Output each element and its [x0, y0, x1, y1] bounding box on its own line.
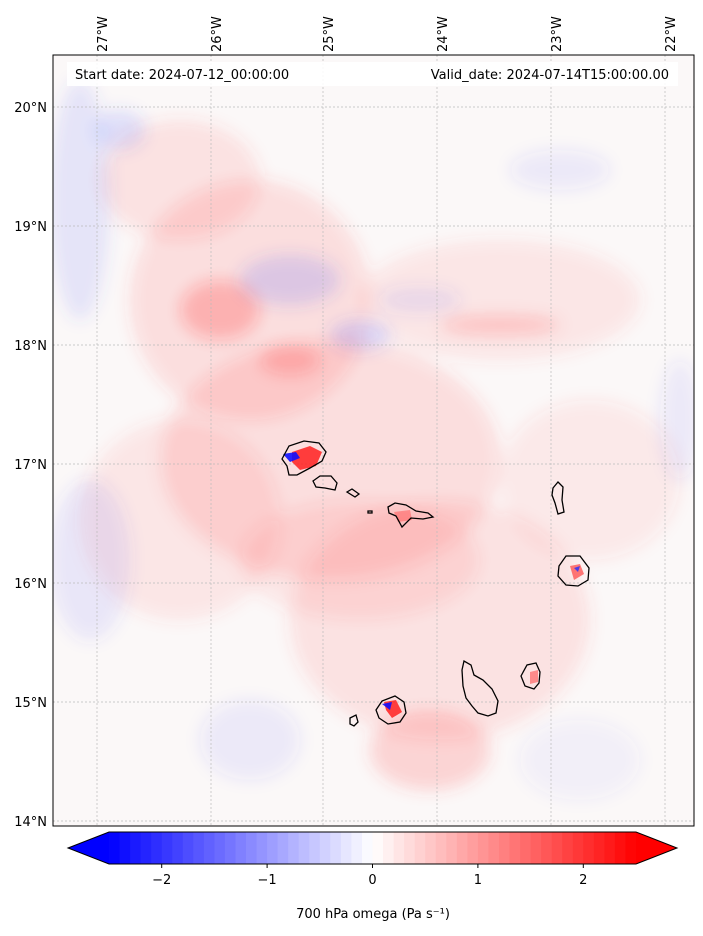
colorbar-cell: [435, 832, 447, 864]
colorbar-cell: [425, 832, 437, 864]
colorbar-cell: [203, 832, 215, 864]
colorbar-cell: [151, 832, 163, 864]
island-ilheu: [367, 510, 373, 514]
lat-label: 14°N: [14, 815, 47, 830]
colorbar-outline: [66, 831, 679, 865]
map-panel: Start date: 2024-07-12_00:00:00 Valid_da…: [53, 55, 694, 826]
island-santiago: [461, 659, 499, 717]
graticule: [53, 55, 694, 826]
lon-label: 25°W: [322, 16, 337, 52]
lat-label: 18°N: [14, 339, 47, 354]
colorbar-cell: [551, 832, 563, 864]
colorbar-cell: [351, 832, 363, 864]
lon-label: 22°W: [664, 16, 679, 52]
colorbar-cell: [383, 832, 395, 864]
colorbar-cell: [520, 832, 532, 864]
colorbar-cell: [562, 832, 574, 864]
colorbar-cell: [372, 832, 384, 864]
colorbar-cell: [309, 832, 321, 864]
colorbar-cell: [161, 832, 173, 864]
colorbar-tick-label: 1: [474, 873, 482, 888]
colorbar-cell: [246, 832, 258, 864]
colorbar-extend-min: [68, 832, 109, 864]
colorbar-extend-max: [636, 832, 677, 864]
colorbar-cell: [530, 832, 542, 864]
island-santo-antao: [281, 440, 327, 476]
coastlines: [281, 440, 590, 727]
lat-label: 16°N: [14, 577, 47, 592]
island-sao-nicolau: [387, 502, 435, 529]
colorbar-cells: [109, 832, 637, 864]
colorbar-tick-label: 2: [579, 873, 587, 888]
colorbar-cell: [130, 832, 142, 864]
colorbar-cell: [277, 832, 289, 864]
colorbar-cell: [488, 832, 500, 864]
colorbar-label: 700 hPa omega (Pa s⁻¹): [296, 907, 450, 922]
colorbar-cell: [119, 832, 131, 864]
colorbar-cell: [467, 832, 479, 864]
island-santa-luzia: [345, 488, 361, 498]
start-date-label: Start date: 2024-07-12_00:00:00: [75, 68, 289, 83]
colorbar-cell: [256, 832, 268, 864]
omega-field-positive: [80, 120, 680, 790]
island-boa-vista: [557, 555, 590, 587]
colorbar-cell: [340, 832, 353, 864]
lon-axis: 27°W 26°W 25°W 24°W 23°W 22°W: [96, 16, 679, 52]
colorbar-cell: [572, 832, 584, 864]
colorbar-cell: [172, 832, 184, 864]
island-maio: [520, 662, 541, 690]
colorbar-cell: [224, 832, 237, 864]
island-fogo: [375, 695, 407, 725]
lat-axis: 20°N 19°N 18°N 17°N 16°N 15°N 14°N: [14, 101, 47, 830]
colorbar-cell: [361, 832, 374, 864]
header-box: [67, 62, 678, 86]
colorbar-cell: [298, 832, 310, 864]
colorbar-cell: [614, 832, 627, 864]
colorbar-cell: [541, 832, 553, 864]
lat-label: 20°N: [14, 101, 47, 116]
colorbar-cell: [109, 832, 121, 864]
colorbar-cell: [193, 832, 205, 864]
colorbar-cell: [625, 832, 637, 864]
colorbar-cell: [446, 832, 458, 864]
lon-label: 24°W: [436, 16, 451, 52]
colorbar-cell: [235, 832, 247, 864]
lat-label: 15°N: [14, 696, 47, 711]
colorbar-cell: [330, 832, 342, 864]
lat-label: 19°N: [14, 220, 47, 235]
colorbar-tick-label: −1: [258, 873, 277, 888]
colorbar-cell: [393, 832, 405, 864]
colorbar-cell: [477, 832, 490, 864]
lon-label: 27°W: [96, 16, 111, 52]
colorbar-cell: [414, 832, 426, 864]
lat-label: 17°N: [14, 458, 47, 473]
colorbar-cell: [214, 832, 226, 864]
map-frame: [52, 54, 695, 827]
island-omega-signals: [283, 446, 584, 718]
colorbar: −2 −1 0 1 2 700 hPa omega (Pa s⁻¹): [66, 831, 679, 922]
lon-label: 23°W: [550, 16, 565, 52]
lon-label: 26°W: [210, 16, 225, 52]
colorbar-cell: [583, 832, 595, 864]
omega-field-negative: [53, 80, 694, 800]
colorbar-cell: [604, 832, 616, 864]
colorbar-cell: [267, 832, 279, 864]
colorbar-cell: [319, 832, 331, 864]
colorbar-cell: [404, 832, 416, 864]
colorbar-cell: [509, 832, 521, 864]
colorbar-cell: [593, 832, 605, 864]
colorbar-tick-label: 0: [368, 873, 376, 888]
colorbar-cell: [182, 832, 194, 864]
colorbar-ticks: −2 −1 0 1 2: [152, 864, 587, 888]
island-sao-vicente: [312, 475, 338, 491]
island-sal: [551, 481, 565, 515]
colorbar-cell: [498, 832, 511, 864]
colorbar-tick-label: −2: [152, 873, 171, 888]
valid-date-label: Valid_date: 2024-07-14T15:00:00.00: [431, 68, 669, 83]
colorbar-cell: [140, 832, 152, 864]
island-brava: [349, 714, 359, 727]
colorbar-cell: [288, 832, 300, 864]
colorbar-cell: [456, 832, 468, 864]
